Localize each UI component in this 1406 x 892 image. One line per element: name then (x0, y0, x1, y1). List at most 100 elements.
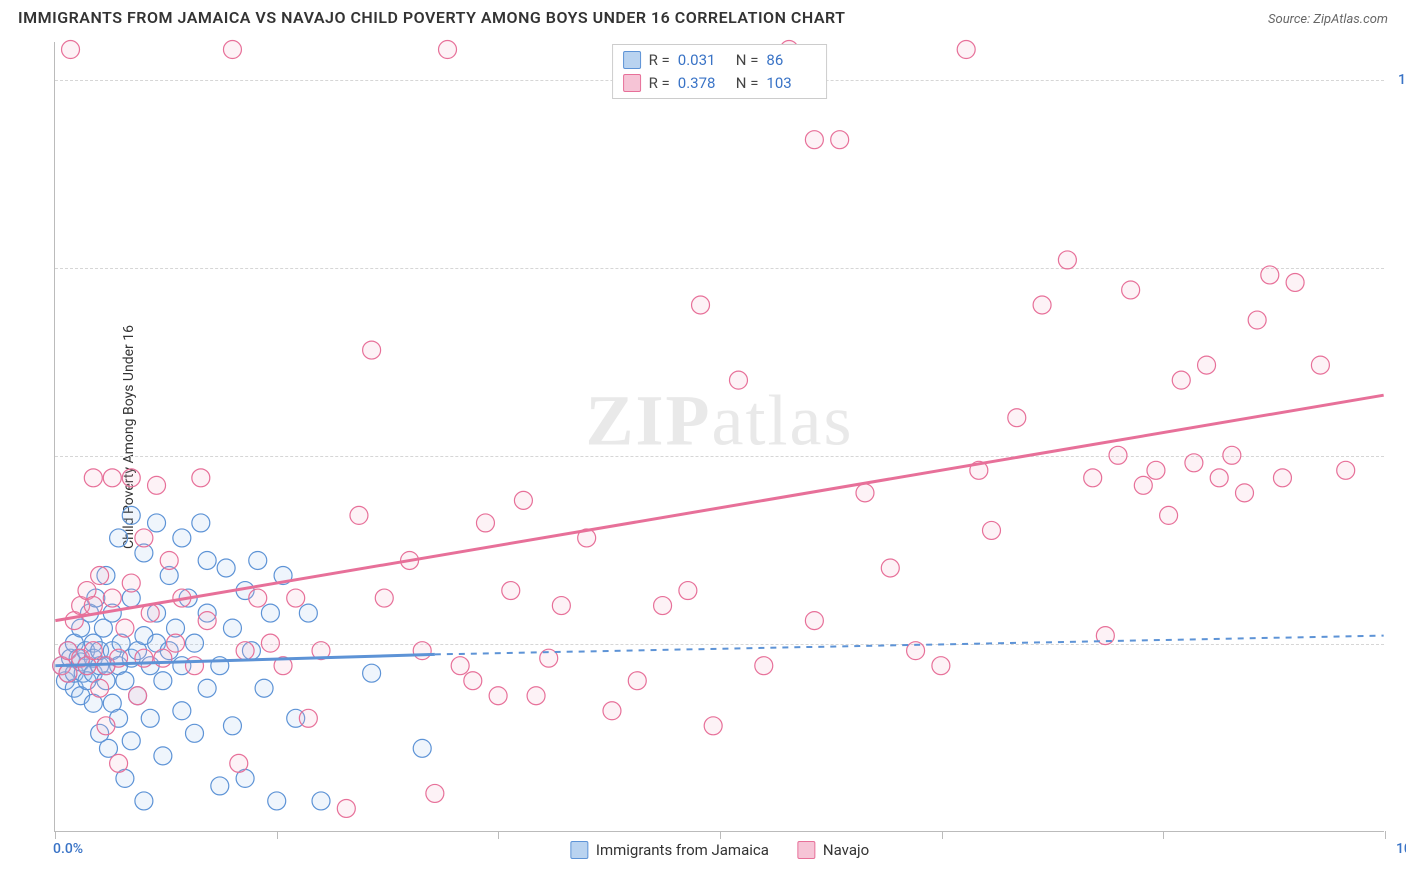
data-point (363, 664, 381, 682)
data-point (173, 702, 191, 720)
data-point (192, 469, 210, 487)
data-point (116, 672, 134, 690)
data-point (552, 597, 570, 615)
data-point (223, 717, 241, 735)
data-point (261, 604, 279, 622)
data-point (186, 724, 204, 742)
data-point (755, 657, 773, 675)
data-point (350, 506, 368, 524)
data-point (230, 754, 248, 772)
data-point (268, 792, 286, 810)
data-point (831, 131, 849, 149)
data-point (148, 476, 166, 494)
data-point (1134, 476, 1152, 494)
data-point (413, 739, 431, 757)
stats-legend: R = 0.031 N = 86 R = 0.378 N = 103 (612, 44, 828, 99)
data-point (603, 702, 621, 720)
data-point (249, 551, 267, 569)
data-point (413, 642, 431, 660)
data-point (375, 589, 393, 607)
data-point (464, 672, 482, 690)
data-point (704, 717, 722, 735)
r-value-b: 0.378 (678, 72, 728, 95)
data-point (122, 574, 140, 592)
data-point (198, 679, 216, 697)
series-b-label: Navajo (823, 841, 869, 859)
data-point (299, 709, 317, 727)
data-point (1311, 356, 1329, 374)
data-point (957, 41, 975, 59)
data-point (729, 371, 747, 389)
r-value-a: 0.031 (678, 49, 728, 72)
data-point (654, 597, 672, 615)
x-axis-min-label: 0.0% (53, 841, 83, 857)
data-point (476, 514, 494, 532)
data-point (881, 559, 899, 577)
data-point (679, 582, 697, 600)
data-point (135, 792, 153, 810)
data-point (337, 799, 355, 817)
data-point (1210, 469, 1228, 487)
data-point (1248, 311, 1266, 329)
plot-area: Child Poverty Among Boys Under 16 25.0%5… (54, 42, 1384, 832)
data-point (154, 672, 172, 690)
data-point (129, 687, 147, 705)
data-point (122, 732, 140, 750)
data-point (489, 687, 507, 705)
data-point (312, 792, 330, 810)
data-point (1122, 281, 1140, 299)
data-point (1084, 469, 1102, 487)
data-point (154, 649, 172, 667)
data-point (186, 657, 204, 675)
data-point (160, 551, 178, 569)
data-point (167, 634, 185, 652)
data-point (1185, 454, 1203, 472)
source-label: Source: ZipAtlas.com (1268, 12, 1388, 27)
data-point (97, 717, 115, 735)
data-point (186, 634, 204, 652)
data-point (1337, 461, 1355, 479)
data-point (932, 657, 950, 675)
data-point (223, 619, 241, 637)
data-point (198, 612, 216, 630)
data-point (135, 529, 153, 547)
data-point (116, 619, 134, 637)
data-point (103, 589, 121, 607)
data-point (1236, 484, 1254, 502)
data-point (805, 612, 823, 630)
data-point (426, 784, 444, 802)
data-point (856, 484, 874, 502)
y-tick-label: 100.0% (1398, 72, 1406, 88)
data-point (110, 529, 128, 547)
data-point (198, 551, 216, 569)
data-point (211, 777, 229, 795)
data-point (1286, 273, 1304, 291)
data-point (1198, 356, 1216, 374)
data-point (192, 514, 210, 532)
data-point (287, 589, 305, 607)
legend-row-b: R = 0.378 N = 103 (623, 72, 817, 95)
data-point (1058, 251, 1076, 269)
data-point (1008, 409, 1026, 427)
data-point (236, 642, 254, 660)
data-point (514, 491, 532, 509)
data-point (1273, 469, 1291, 487)
data-point (91, 679, 109, 697)
n-value-b: 103 (766, 72, 816, 95)
bottom-legend: Immigrants from Jamaica Navajo (570, 841, 869, 859)
data-point (299, 604, 317, 622)
data-point (1109, 446, 1127, 464)
data-point (62, 41, 80, 59)
data-point (628, 672, 646, 690)
data-point (122, 506, 140, 524)
data-point (363, 341, 381, 359)
scatter-svg (55, 42, 1384, 831)
data-point (223, 41, 241, 59)
data-point (110, 754, 128, 772)
data-point (103, 469, 121, 487)
data-point (148, 514, 166, 532)
data-point (255, 679, 273, 697)
data-point (1147, 461, 1165, 479)
data-point (439, 41, 457, 59)
chart-title: IMMIGRANTS FROM JAMAICA VS NAVAJO CHILD … (18, 8, 846, 27)
